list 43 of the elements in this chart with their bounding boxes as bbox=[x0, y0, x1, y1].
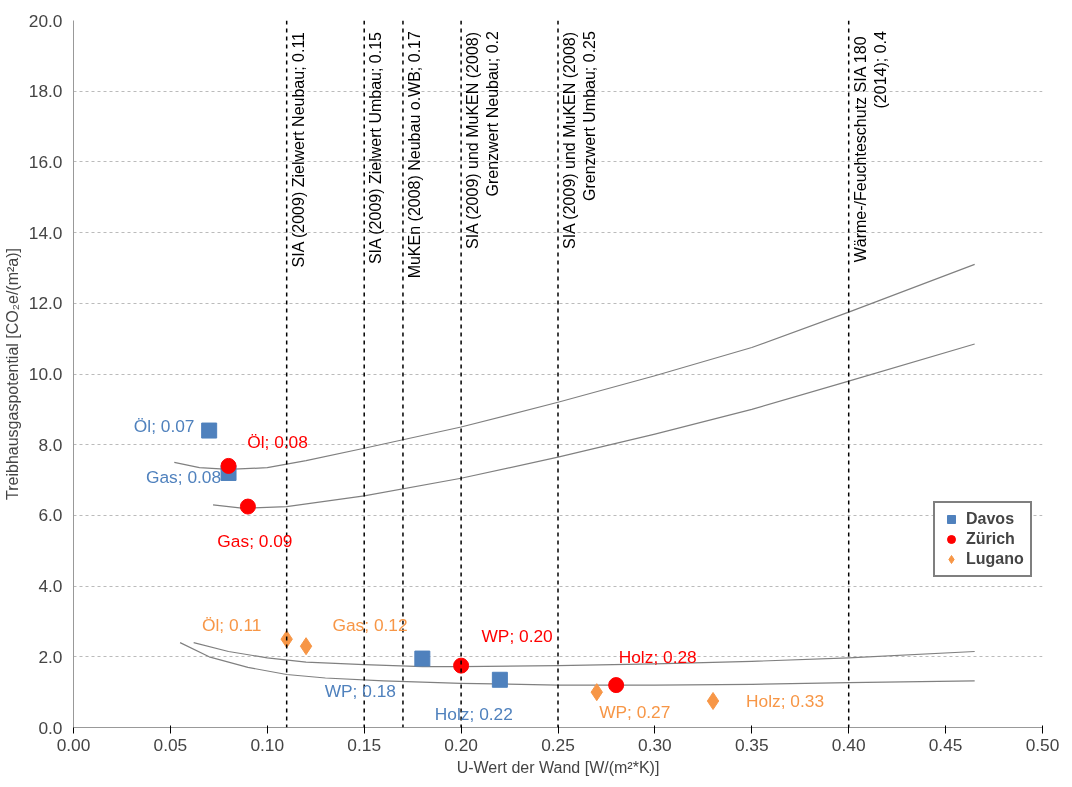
y-tick-label: 16.0 bbox=[28, 151, 63, 172]
x-tick-label: 0.10 bbox=[250, 734, 285, 755]
annotation: Holz; 0.28 bbox=[618, 647, 697, 668]
annotation: Holz; 0.33 bbox=[746, 690, 825, 711]
y-tick-label: 8.0 bbox=[38, 434, 63, 455]
ref-line-label: SIA (2009) und MuKEN (2008) Grenzwert Neubau; 0.2 bbox=[464, 31, 502, 249]
annotation: WP; 0.20 bbox=[481, 625, 553, 646]
y-tick-label: 6.0 bbox=[38, 505, 63, 526]
y-tick-label: 20.0 bbox=[28, 10, 63, 31]
annotation: Öl; 0.07 bbox=[133, 415, 195, 436]
y-tick-label: 4.0 bbox=[38, 576, 63, 597]
ref-line-label: SIA (2009) und MuKEN (2008) Grenzwert Umbau; 0.25 bbox=[561, 31, 599, 249]
y-tick-label: 12.0 bbox=[28, 293, 63, 314]
y-tick-label: 2.0 bbox=[38, 646, 63, 667]
x-axis-title: U-Wert der Wand [W/(m²*K)] bbox=[456, 758, 660, 776]
legend-label: Davos bbox=[966, 510, 1015, 528]
annotation: Öl; 0.08 bbox=[247, 431, 308, 452]
x-tick-label: 0.15 bbox=[347, 734, 382, 755]
annotation: Gas; 0.08 bbox=[145, 466, 222, 487]
ref-line-label: Wärme-/Feuchteschutz SIA 180 (2014); 0.4 bbox=[851, 31, 890, 263]
y-tick-label: 14.0 bbox=[28, 222, 63, 243]
x-tick-label: 0.30 bbox=[638, 734, 672, 755]
y-tick-label: 10.0 bbox=[28, 364, 63, 384]
y-axis-title: Treibhausgaspotential [CO₂e/(m²a)] bbox=[3, 248, 21, 500]
annotation: Gas; 0.12 bbox=[332, 615, 408, 636]
legend-label: Zürich bbox=[966, 530, 1015, 548]
annotation: Gas; 0.09 bbox=[217, 530, 293, 551]
x-tick-label: 0.05 bbox=[153, 734, 188, 755]
x-tick-label: 0.40 bbox=[831, 734, 866, 755]
legend-label: Lugano bbox=[966, 550, 1024, 568]
x-tick-label: 0.25 bbox=[541, 734, 575, 755]
y-tick-label: 18.0 bbox=[28, 81, 63, 102]
annotation: WP; 0.27 bbox=[599, 702, 671, 723]
x-tick-label: 0.50 bbox=[1025, 734, 1060, 755]
ref-line-label: SIA (2009) Zielwert Neubau; 0.11 bbox=[289, 31, 307, 268]
ref-line-label: MuKEn (2008) Neubau o.WB; 0.17 bbox=[405, 31, 423, 279]
annotation: WP; 0.18 bbox=[324, 680, 396, 701]
annotation: Öl; 0.11 bbox=[201, 615, 262, 636]
x-tick-label: 0.45 bbox=[928, 734, 963, 755]
x-tick-label: 0.35 bbox=[734, 734, 769, 755]
x-tick-label: 0.20 bbox=[444, 734, 478, 755]
ref-line-label: SIA (2009) Zielwert Umbau; 0.15 bbox=[367, 31, 385, 265]
annotation: Holz; 0.22 bbox=[434, 703, 513, 724]
